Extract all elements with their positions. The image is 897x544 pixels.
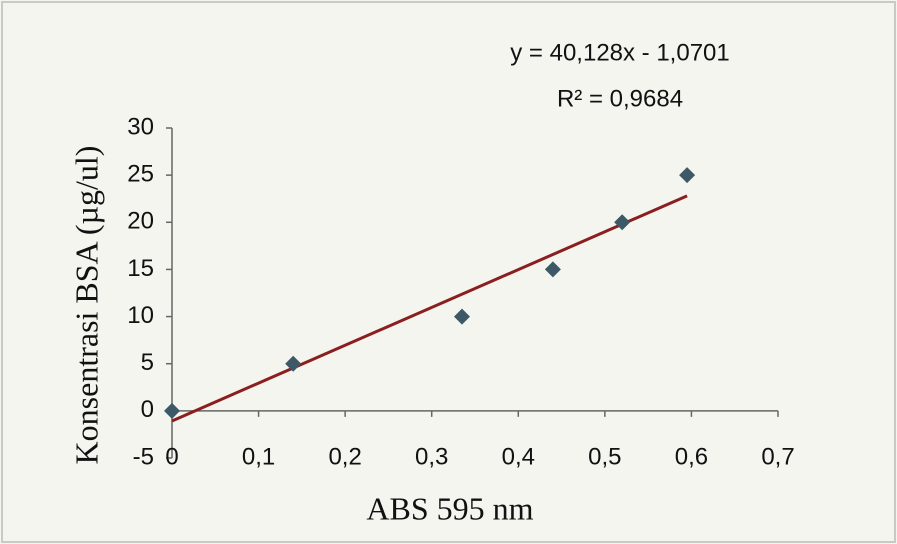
y-tick-label: 25 xyxy=(127,160,154,187)
y-tick-label: 20 xyxy=(127,208,154,235)
y-tick-label: -5 xyxy=(133,443,154,470)
x-tick-label: 0 xyxy=(165,443,178,470)
trendline-equation: y = 40,128x - 1,0701 xyxy=(510,39,730,66)
y-tick-label: 15 xyxy=(127,255,154,282)
x-axis-title: ABS 595 nm xyxy=(366,490,533,526)
x-tick-label: 0,7 xyxy=(761,443,794,470)
y-tick-label: 0 xyxy=(141,396,154,423)
y-tick-label: 5 xyxy=(141,349,154,376)
chart: ABS 595 nm Konsentrasi BSA (µg/ul) y = 4… xyxy=(0,0,897,544)
r-squared: R² = 0,9684 xyxy=(557,85,683,112)
x-tick-label: 0,2 xyxy=(328,443,361,470)
y-tick-label: 30 xyxy=(127,113,154,140)
x-tick-label: 0,3 xyxy=(415,443,448,470)
y-axis-title: Konsentrasi BSA (µg/ul) xyxy=(68,146,104,465)
x-tick-label: 0,6 xyxy=(675,443,708,470)
x-tick-label: 0,1 xyxy=(242,443,275,470)
y-tick-label: 10 xyxy=(127,302,154,329)
x-tick-label: 0,5 xyxy=(588,443,621,470)
x-tick-label: 0,4 xyxy=(502,443,535,470)
